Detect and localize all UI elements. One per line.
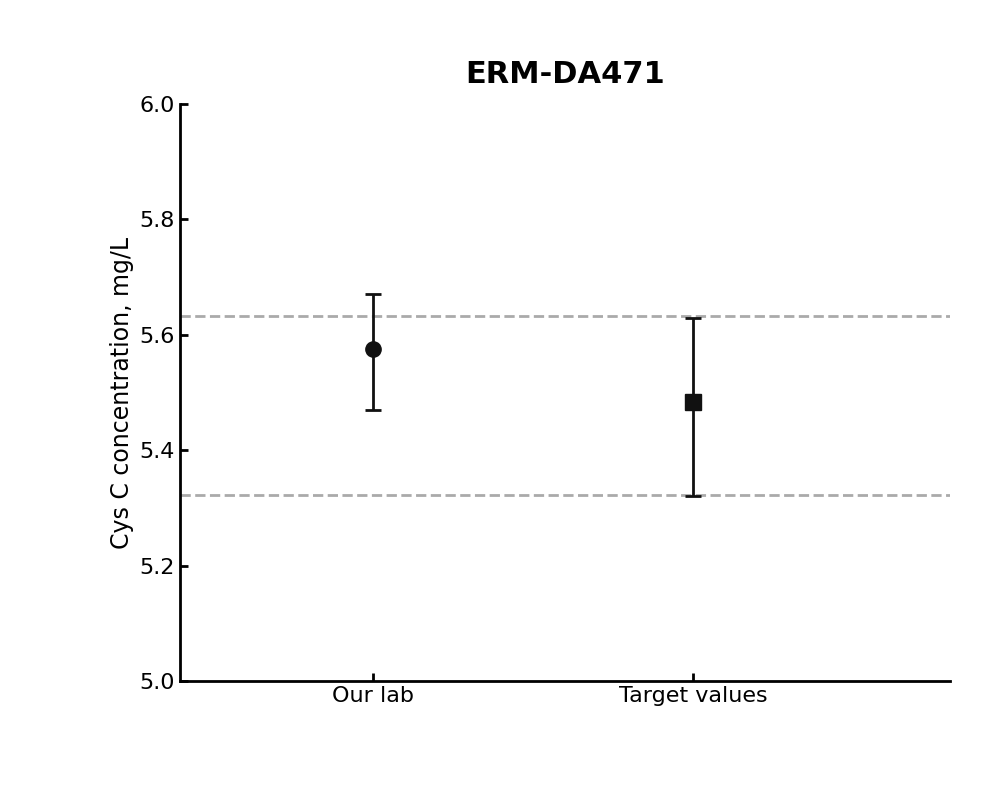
Y-axis label: Cys C concentration, mg/L: Cys C concentration, mg/L xyxy=(110,236,134,549)
Title: ERM-DA471: ERM-DA471 xyxy=(465,60,665,89)
